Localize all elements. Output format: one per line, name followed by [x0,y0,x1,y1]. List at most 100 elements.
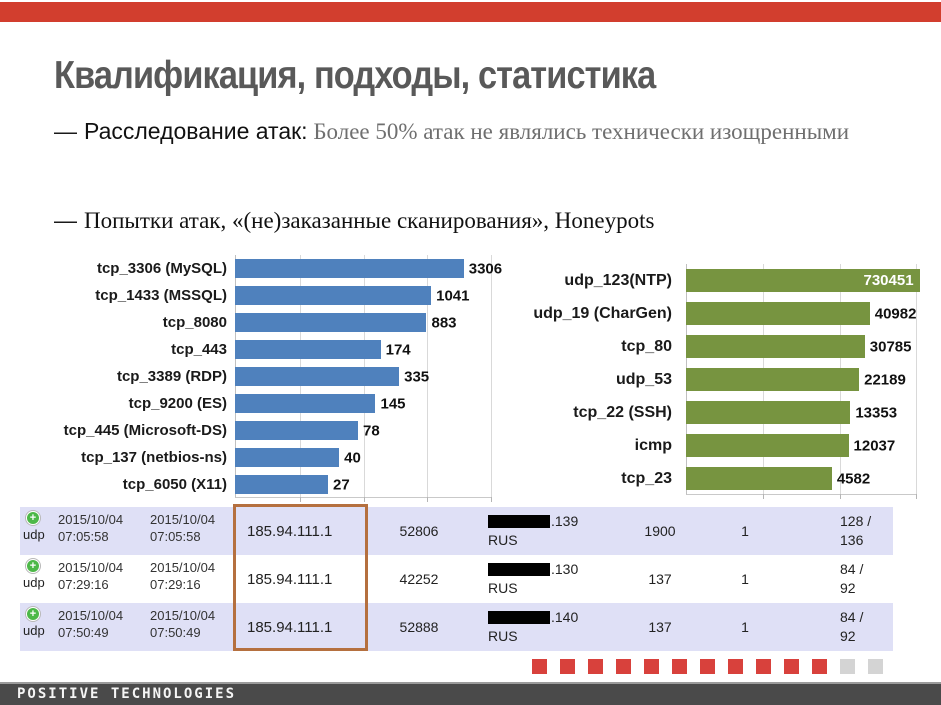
chart-plot-cell: 12037 [686,429,925,462]
chart-plot-cell: 13353 [686,396,925,429]
protocol-cell: + udp [20,603,58,651]
chart-plot-cell: 883 [235,309,495,336]
chart-bar [686,335,865,358]
start-time-cell: 2015/10/04 07:29:16 [58,560,124,592]
chart-row: tcp_8080 883 [25,309,495,336]
chart-category-label: tcp_22 (SSH) [573,404,672,421]
chart-bar [686,401,851,424]
chart-bar [686,434,849,457]
protocol-label: udp [23,527,45,542]
chart-row: tcp_445 (Microsoft-DS) 78 [25,417,495,444]
chart-value-label: 3306 [468,260,503,277]
gridline [491,255,492,497]
chart-category-label: tcp_443 [171,341,227,358]
red-square [700,659,715,674]
chart-plot-cell: 40982 [686,297,925,330]
src-port-cell: 52806 [399,523,439,539]
red-square [672,659,687,674]
protocol-label: udp [23,575,45,590]
axis-tick [363,497,365,502]
red-square [812,659,827,674]
chart-plot-cell: 335 [235,363,495,390]
bullet-attack-attempts: — Попытки атак, «(не)заказанные сканирова… [54,203,924,239]
red-square [784,659,799,674]
chart-value-label: 730451 [863,272,914,289]
end-time-cell: 2015/10/04 07:29:16 [150,560,216,592]
expand-icon[interactable]: + [25,510,41,526]
bullet-lead-text: Расследование атак: [84,118,308,144]
start-time-cell: 2015/10/04 07:05:58 [58,512,124,544]
redaction-box [488,562,550,576]
brand-logo: POSITIVE TECHNOLOGIES [17,686,237,702]
protocol-cell: + udp [20,555,58,603]
chart-plot-cell: 78 [235,417,495,444]
axis-tick [839,494,841,499]
table-row: + udp 2015/10/04 07:29:16 2015/10/04 07:29:… [20,555,893,603]
start-time-cell: 2015/10/04 07:50:49 [58,608,124,640]
chart-bar [235,475,329,494]
chart-bar [235,394,376,413]
dst-ip-cell: .140 RUS [470,603,620,651]
chart-row: icmp 12037 [505,429,925,462]
chart-row: tcp_1433 (MSSQL) 1041 [25,282,495,309]
chart-row: tcp_6050 (X11) 27 [25,471,495,498]
chart-value-label: 30785 [869,338,912,355]
bullet-investigation: — Расследование атак: Более 50% атак не я… [54,114,884,150]
chart-plot-cell: 174 [235,336,495,363]
count-cell: 1 [741,619,749,635]
chart-plot-cell: 22189 [686,363,925,396]
expand-icon[interactable]: + [25,606,41,622]
chart-bar [686,368,860,391]
chart-plot-cell: 3306 [235,255,502,282]
chart-plot-cell: 4582 [686,462,925,495]
chart-value-label: 1041 [436,287,470,304]
chart-bar [686,467,832,490]
expand-icon[interactable]: + [25,558,41,574]
chart-plot-cell: 730451 [686,264,925,297]
protocol-cell: + udp [20,507,58,555]
connections-table: + udp 2015/10/04 07:05:58 2015/10/04 07:05:… [20,504,893,651]
country-label: RUS [488,531,518,548]
footer-bar: POSITIVE TECHNOLOGIES [0,682,941,705]
page-title: Квалификация, подходы, статистика [54,54,656,97]
axis-tick [427,497,429,502]
progress-squares [532,659,883,674]
dst-port-cell: 1900 [644,523,676,539]
red-square [728,659,743,674]
src-port-cell: 42252 [399,571,439,587]
chart-bar [235,340,381,359]
src-port-cell: 52888 [399,619,439,635]
axis-tick [763,494,765,499]
dst-ip-line: .139 [488,512,620,531]
chart-value-label: 40 [344,449,361,466]
chart-category-label: tcp_445 (Microsoft-DS) [63,422,227,439]
chart-value-label: 174 [385,341,411,358]
chart-row: udp_53 22189 [505,363,925,396]
chart-category-label: tcp_1433 (MSSQL) [95,287,227,304]
chart-value-label: 4582 [836,470,871,487]
chart-value-label: 40982 [874,305,917,322]
red-square [756,659,771,674]
chart-category-label: tcp_9200 (ES) [128,395,227,412]
chart-bar [235,313,427,332]
chart-plot-cell: 40 [235,444,495,471]
dst-ip-cell: .139 RUS [470,507,620,555]
redaction-box [488,514,550,528]
chart-bar [686,302,870,325]
red-square [532,659,547,674]
table-row: + udp 2015/10/04 07:05:58 2015/10/04 07:05:… [20,507,893,555]
dst-ip-line: .140 [488,608,620,627]
chart-category-label: icmp [634,437,672,454]
dst-ip-line: .130 [488,560,620,579]
gridline [916,264,917,494]
chart-row: tcp_137 (netbios-ns) 40 [25,444,495,471]
chart-value-label: 78 [362,422,380,439]
chart-bar [235,421,358,440]
chart-value-label: 883 [431,314,457,331]
axis-tick [491,497,492,502]
chart-bar: 730451 [686,269,920,292]
chart-category-label: udp_123(NTP) [564,272,672,289]
country-label: RUS [488,579,518,596]
dst-port-cell: 137 [648,619,672,635]
chart-row: tcp_22 (SSH) 13353 [505,396,925,429]
